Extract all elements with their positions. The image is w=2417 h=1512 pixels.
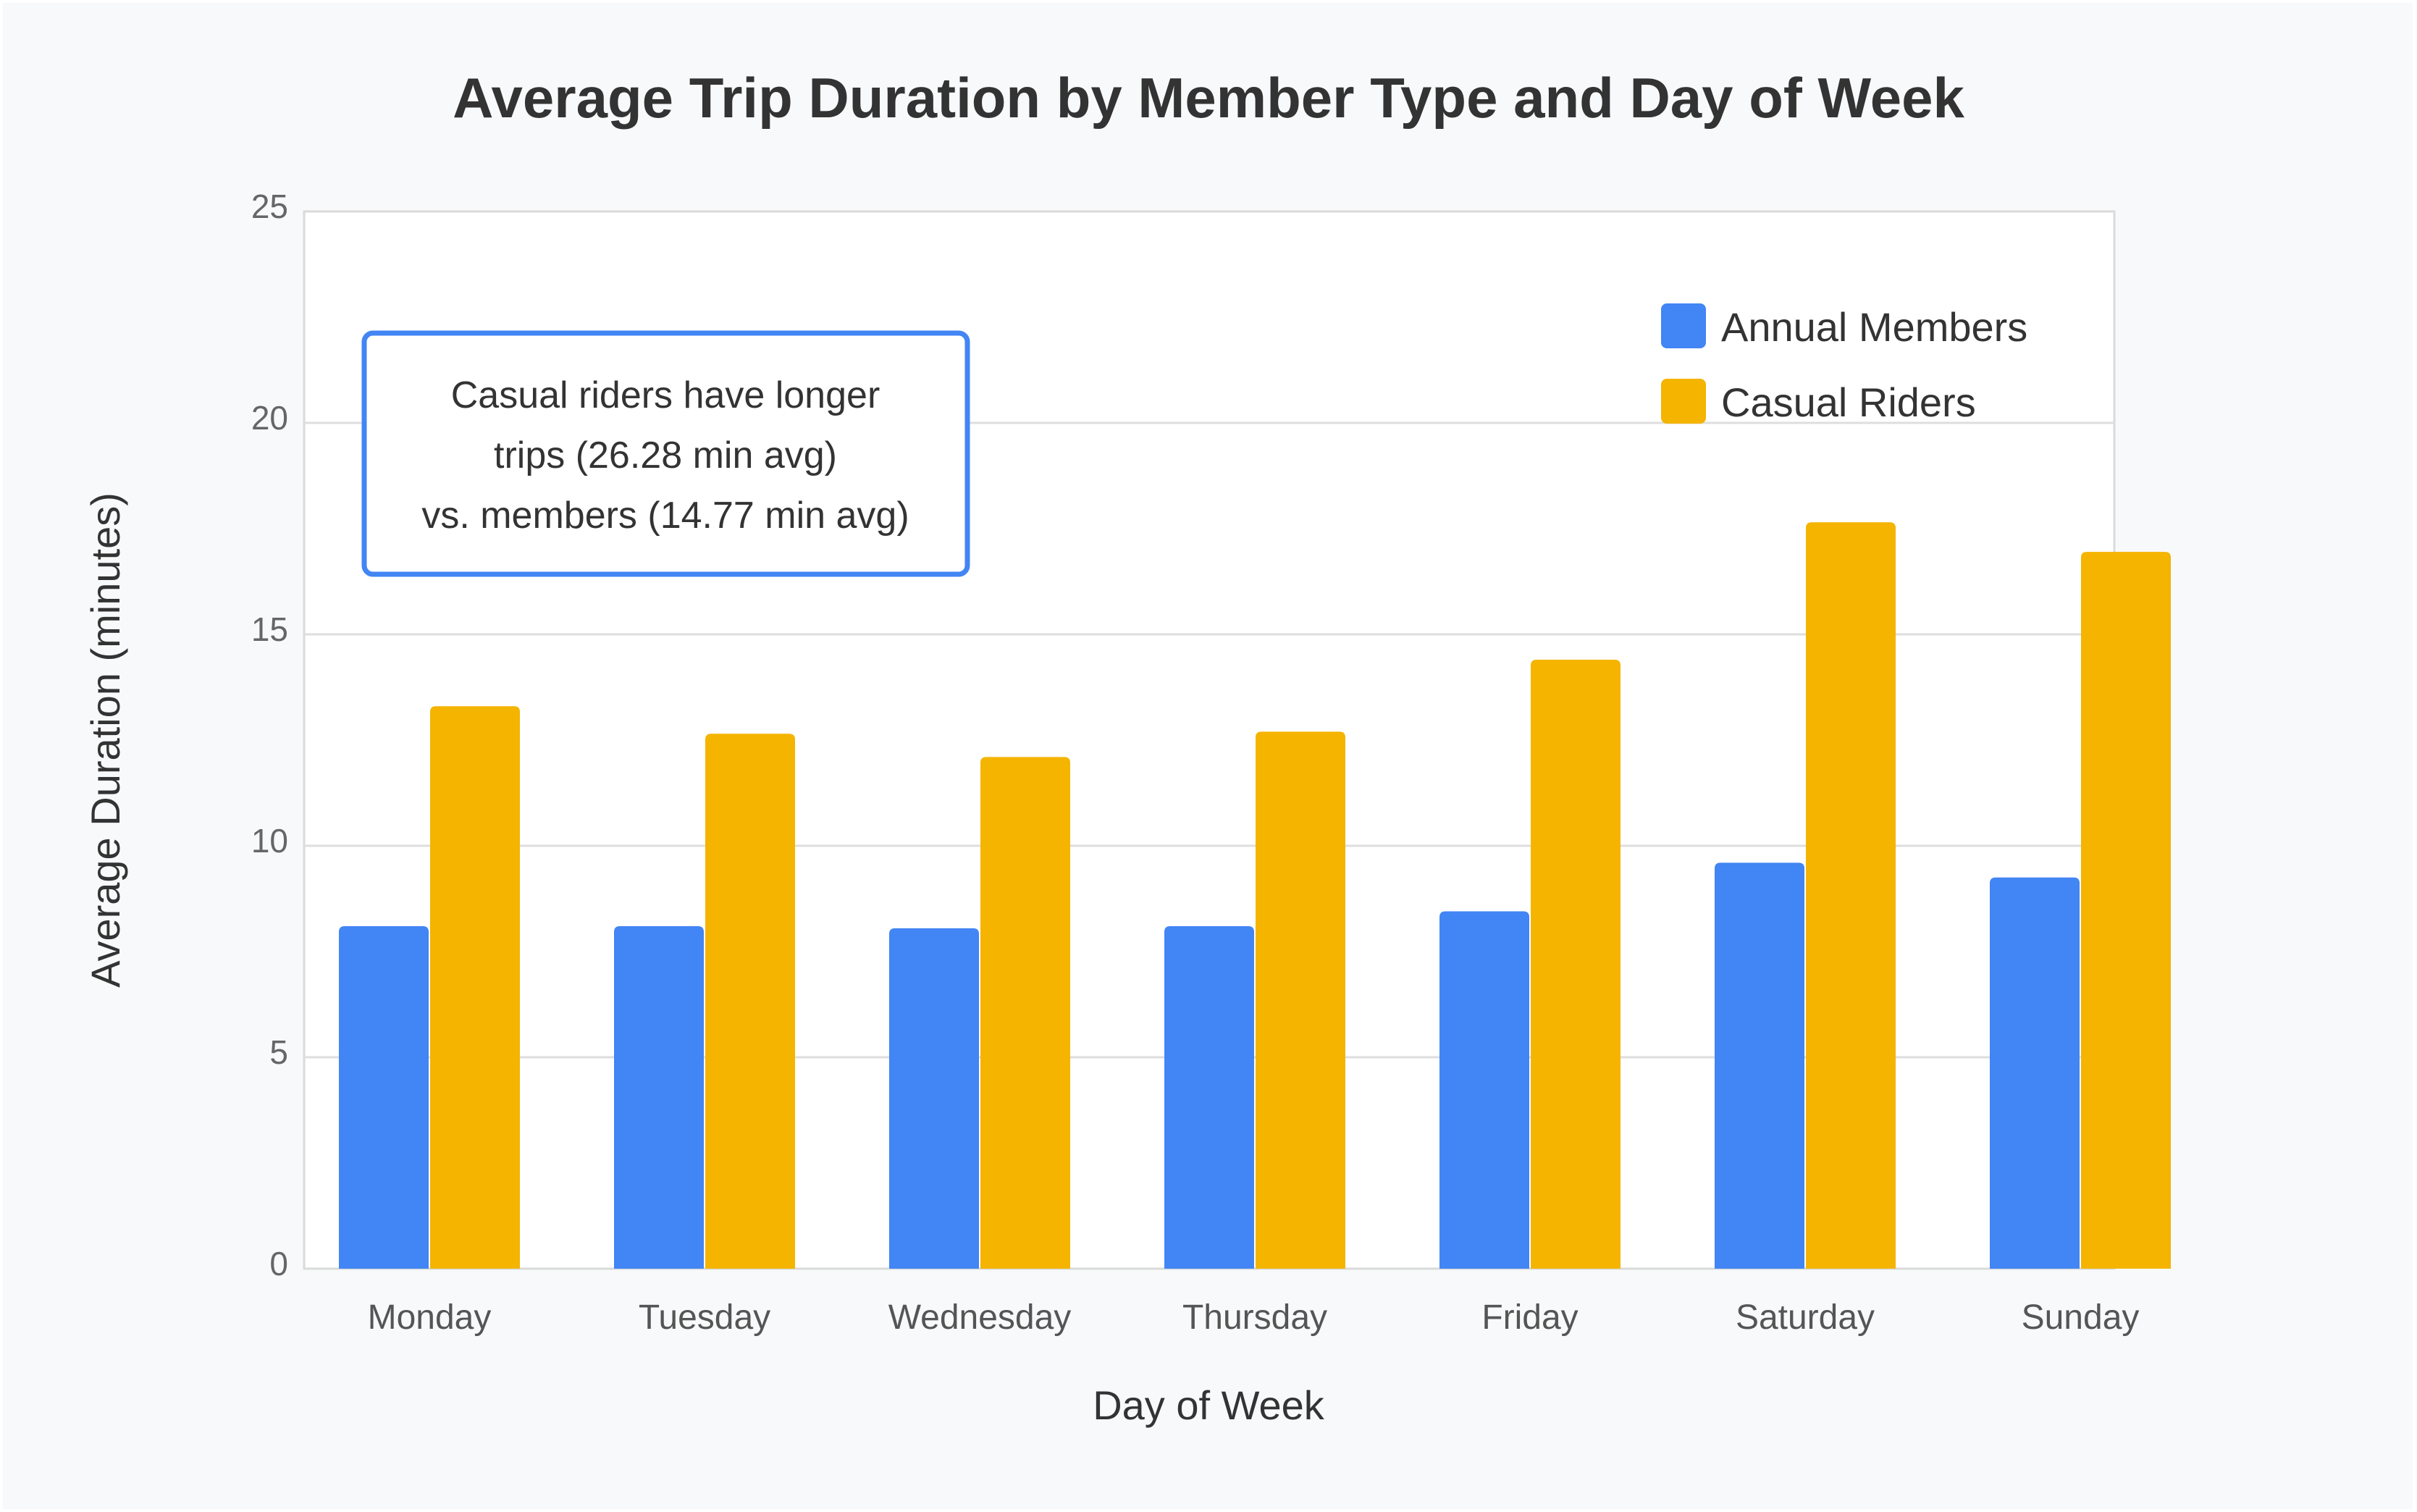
bar-annual-members-monday [339,925,429,1269]
annotation-line-2: trips (26.28 min avg) [494,434,837,476]
legend-label-casual-riders: Casual Riders [1721,379,1976,425]
x-axis-label: Day of Week [1093,1382,1325,1428]
bar-annual-members-saturday [1715,862,1804,1269]
y-tick-label: 5 [269,1033,288,1071]
legend: Annual Members Casual Riders [1661,303,2027,425]
x-tick-label-monday: Monday [368,1298,492,1337]
x-tick-label-tuesday: Tuesday [639,1298,770,1337]
bar-casual-riders-saturday [1806,522,1896,1269]
legend-swatch-casual-riders [1661,379,1706,424]
annotation-box: Casual riders have longer trips (26.28 m… [361,330,970,577]
bar-casual-riders-tuesday [705,734,795,1269]
y-tick-label: 10 [251,822,288,860]
y-tick-label: 25 [251,188,288,225]
legend-label-annual-members: Annual Members [1721,304,2027,350]
chart-title: Average Trip Duration by Member Type and… [453,66,1964,130]
bar-casual-riders-sunday [2081,552,2171,1269]
annotation-line-1: Casual riders have longer [451,374,880,416]
bar-annual-members-tuesday [614,925,704,1269]
bar-casual-riders-monday [430,706,520,1269]
x-tick-label-sunday: Sunday [2022,1298,2140,1337]
x-tick-label-thursday: Thursday [1182,1298,1327,1337]
y-tick-label: 15 [251,610,288,648]
x-tick-label-friday: Friday [1481,1298,1578,1337]
legend-swatch-annual-members [1661,303,1706,348]
annotation-line-3: vs. members (14.77 min avg) [421,495,909,537]
bar-annual-members-wednesday [889,928,979,1269]
y-tick-label: 20 [251,399,288,437]
bar-annual-members-thursday [1164,925,1254,1269]
bar-casual-riders-wednesday [980,757,1070,1269]
bars [339,522,2171,1269]
x-tick-label-wednesday: Wednesday [888,1298,1072,1337]
annotation-border [361,330,970,577]
bar-annual-members-friday [1439,911,1529,1269]
y-axis-label: Average Duration (minutes) [83,492,128,988]
bar-annual-members-sunday [1990,877,2080,1269]
y-axis-ticks: 0 5 10 15 20 25 [251,188,288,1282]
bar-casual-riders-thursday [1256,731,1345,1269]
bar-casual-riders-friday [1531,660,1621,1269]
x-tick-label-saturday: Saturday [1736,1298,1875,1337]
y-tick-label: 0 [269,1245,288,1282]
x-axis-ticks: Monday Tuesday Wednesday Thursday Friday Satu… [368,1298,2140,1337]
